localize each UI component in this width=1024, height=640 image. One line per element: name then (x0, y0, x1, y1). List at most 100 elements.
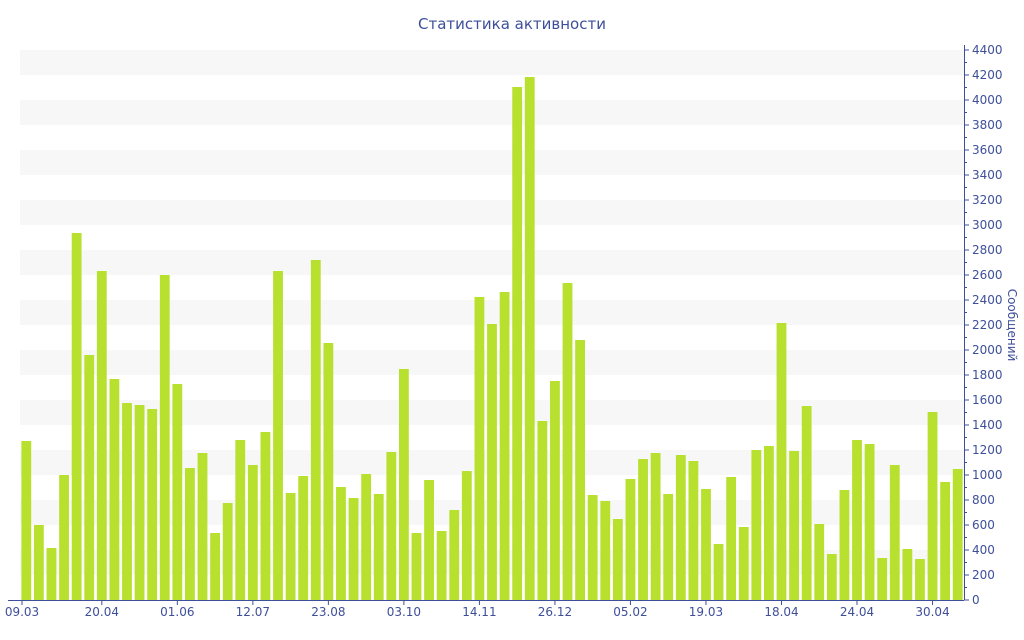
bar (373, 494, 384, 600)
bar (927, 412, 938, 600)
bar (952, 469, 963, 600)
bar (109, 379, 120, 600)
bar (285, 493, 296, 600)
grid-band (20, 300, 964, 325)
bar (726, 477, 737, 600)
bar (159, 275, 170, 600)
bar (877, 558, 888, 600)
y-tick-label: 800 (972, 493, 995, 507)
x-tick-label: 30.04 (915, 605, 949, 619)
bar (889, 465, 900, 600)
bar (298, 476, 309, 600)
bar (625, 479, 636, 600)
y-tick-label: 0 (972, 593, 980, 607)
bar (197, 453, 208, 600)
y-tick-label: 1800 (972, 368, 1003, 382)
bar (537, 421, 548, 600)
y-tick-label: 4000 (972, 93, 1003, 107)
bar (21, 441, 32, 600)
grid-band (20, 150, 964, 175)
bar (361, 474, 372, 600)
x-tick-label: 09.03 (5, 605, 39, 619)
bar (701, 489, 711, 600)
y-tick-label: 600 (972, 518, 995, 532)
bar (96, 271, 107, 600)
y-tick-label: 3200 (972, 193, 1003, 207)
bar (713, 544, 724, 600)
bar (474, 297, 485, 600)
x-tick-label: 14.11 (462, 605, 496, 619)
x-tick-label: 01.06 (160, 605, 194, 619)
y-tick-label: 4200 (972, 68, 1003, 82)
y-tick-label: 2800 (972, 243, 1003, 257)
bar (688, 461, 699, 600)
bar (512, 87, 523, 600)
bar (839, 490, 850, 600)
bar (33, 525, 44, 600)
bar (46, 548, 57, 600)
bar (612, 519, 623, 600)
bar (776, 323, 787, 600)
grid-band (20, 50, 964, 75)
x-tick-label: 18.04 (764, 605, 798, 619)
bar (336, 487, 346, 600)
bar (499, 292, 510, 600)
bar (247, 465, 258, 600)
bar (801, 406, 812, 600)
y-tick-label: 2200 (972, 318, 1003, 332)
bar (852, 440, 862, 600)
y-tick-label: 4400 (972, 43, 1003, 57)
bar (600, 501, 611, 600)
bar (348, 498, 359, 600)
bar (524, 77, 535, 600)
x-tick-label: 23.08 (311, 605, 345, 619)
bar (902, 549, 913, 600)
y-tick-label: 2600 (972, 268, 1003, 282)
bar (864, 444, 875, 600)
bar (424, 480, 434, 600)
bar (461, 471, 472, 600)
bar (650, 453, 661, 600)
y-tick-label: 3600 (972, 143, 1003, 157)
y-tick-label: 1200 (972, 443, 1003, 457)
bar (71, 233, 82, 600)
bar (122, 403, 132, 600)
grid-band (20, 250, 964, 275)
x-tick-label: 12.07 (236, 605, 270, 619)
x-tick-label: 26.12 (538, 605, 572, 619)
bar (789, 451, 799, 600)
x-tick-label: 20.04 (85, 605, 119, 619)
bar (663, 494, 674, 600)
bar (940, 482, 951, 600)
y-tick-label: 3400 (972, 168, 1003, 182)
y-tick-label: 400 (972, 543, 995, 557)
bar (260, 432, 271, 600)
bar (386, 452, 397, 600)
bar (550, 381, 560, 600)
bar (638, 459, 648, 600)
x-tick-label: 24.04 (840, 605, 874, 619)
bar (751, 450, 762, 600)
grid-band (20, 100, 964, 125)
bar (738, 527, 749, 600)
bar (134, 405, 145, 600)
bar (814, 524, 825, 600)
y-tick-label: 2000 (972, 343, 1003, 357)
bar (763, 446, 774, 600)
y-tick-label: 1000 (972, 468, 1003, 482)
bar (310, 260, 321, 600)
bar (436, 531, 447, 600)
y-tick-label: 1400 (972, 418, 1003, 432)
bar (84, 355, 95, 600)
bar (487, 324, 497, 600)
bar (222, 503, 233, 600)
bar (398, 369, 409, 600)
x-tick-label: 05.02 (613, 605, 647, 619)
grid-band (20, 200, 964, 225)
bar (675, 455, 686, 600)
y-axis-label: Сообщений (1005, 289, 1019, 362)
bar (562, 283, 573, 600)
bar (172, 384, 183, 600)
bar (826, 554, 837, 600)
chart-title: Статистика активности (418, 15, 606, 33)
